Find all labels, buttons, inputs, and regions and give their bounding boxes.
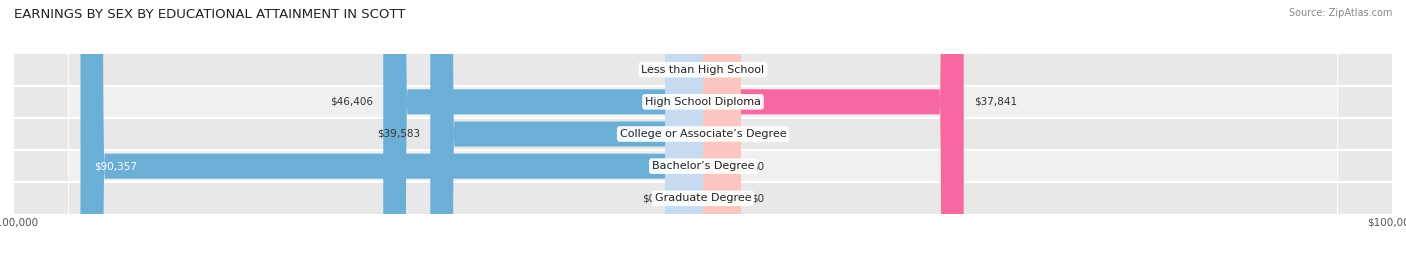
Text: College or Associate’s Degree: College or Associate’s Degree [620, 129, 786, 139]
Text: Graduate Degree: Graduate Degree [655, 193, 751, 203]
FancyBboxPatch shape [430, 0, 703, 268]
FancyBboxPatch shape [14, 0, 1392, 268]
FancyBboxPatch shape [14, 0, 1392, 268]
FancyBboxPatch shape [14, 0, 1392, 268]
Text: $0: $0 [751, 161, 765, 171]
FancyBboxPatch shape [14, 0, 1392, 268]
Text: $0: $0 [751, 129, 765, 139]
FancyBboxPatch shape [14, 0, 1392, 268]
FancyBboxPatch shape [665, 0, 703, 268]
FancyBboxPatch shape [703, 0, 741, 268]
FancyBboxPatch shape [703, 0, 741, 268]
Text: Bachelor’s Degree: Bachelor’s Degree [652, 161, 754, 171]
Text: $0: $0 [641, 65, 655, 75]
FancyBboxPatch shape [703, 0, 963, 268]
FancyBboxPatch shape [80, 0, 703, 268]
Text: $0: $0 [751, 65, 765, 75]
Text: EARNINGS BY SEX BY EDUCATIONAL ATTAINMENT IN SCOTT: EARNINGS BY SEX BY EDUCATIONAL ATTAINMEN… [14, 8, 405, 21]
FancyBboxPatch shape [384, 0, 703, 268]
Text: $0: $0 [751, 193, 765, 203]
Text: Less than High School: Less than High School [641, 65, 765, 75]
Text: Source: ZipAtlas.com: Source: ZipAtlas.com [1288, 8, 1392, 18]
Text: $90,357: $90,357 [94, 161, 138, 171]
FancyBboxPatch shape [665, 0, 703, 268]
Text: High School Diploma: High School Diploma [645, 97, 761, 107]
Text: $0: $0 [641, 193, 655, 203]
FancyBboxPatch shape [703, 0, 741, 268]
Text: $46,406: $46,406 [330, 97, 373, 107]
Text: $39,583: $39,583 [377, 129, 420, 139]
Text: $37,841: $37,841 [974, 97, 1017, 107]
FancyBboxPatch shape [703, 0, 741, 268]
